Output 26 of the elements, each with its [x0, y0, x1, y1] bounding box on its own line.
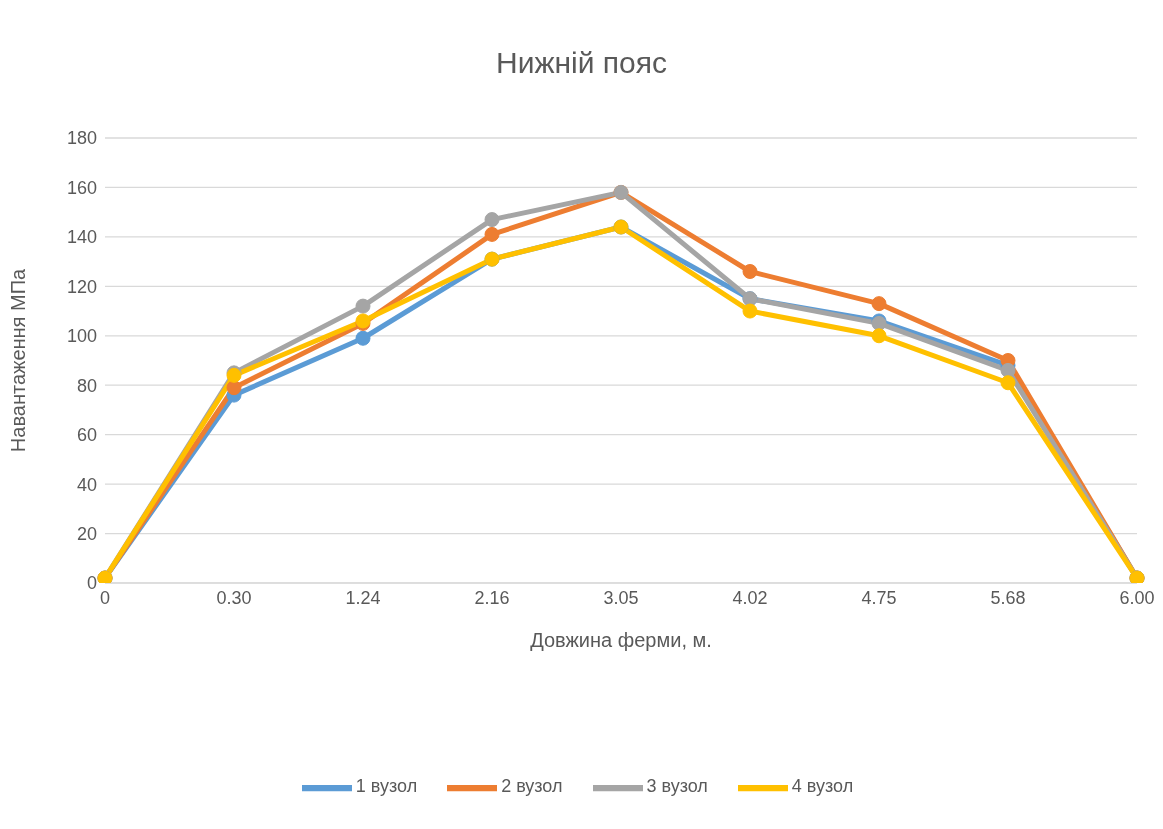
chart-title: Нижній пояс [495, 46, 668, 80]
y-tick-label: 100 [66, 326, 97, 347]
x-tick-label: 3.05 [603, 587, 639, 608]
y-tick-label: 140 [66, 227, 97, 248]
y-tick-label: 0 [86, 573, 97, 594]
x-tick-label: 5.68 [990, 587, 1026, 608]
x-tick-label: 2.16 [474, 587, 510, 608]
y-tick-label: 120 [66, 276, 97, 297]
x-tick-label: 6.00 [1119, 587, 1155, 608]
y-tick-label: 180 [66, 128, 97, 149]
legend-label: 2 вузол [501, 776, 563, 797]
y-tick-label: 80 [76, 375, 97, 396]
x-tick-label: 4.75 [861, 587, 897, 608]
y-axis-title: Навантаження МПа [7, 267, 30, 453]
y-tick-label: 60 [76, 425, 97, 446]
legend-label: 3 вузол [646, 776, 708, 797]
legend-label: 4 вузол [791, 776, 854, 797]
y-tick-label: 40 [76, 474, 97, 495]
x-tick-label: 0.30 [216, 587, 252, 608]
x-tick-label: 1.24 [345, 587, 381, 608]
x-axis-title: Довжина ферми, м. [530, 629, 712, 652]
legend-label: 1 вузол [355, 776, 418, 797]
x-tick-label: 0 [99, 587, 111, 608]
x-tick-label: 4.02 [732, 587, 768, 608]
y-tick-label: 160 [66, 177, 97, 198]
y-tick-label: 20 [76, 523, 97, 544]
